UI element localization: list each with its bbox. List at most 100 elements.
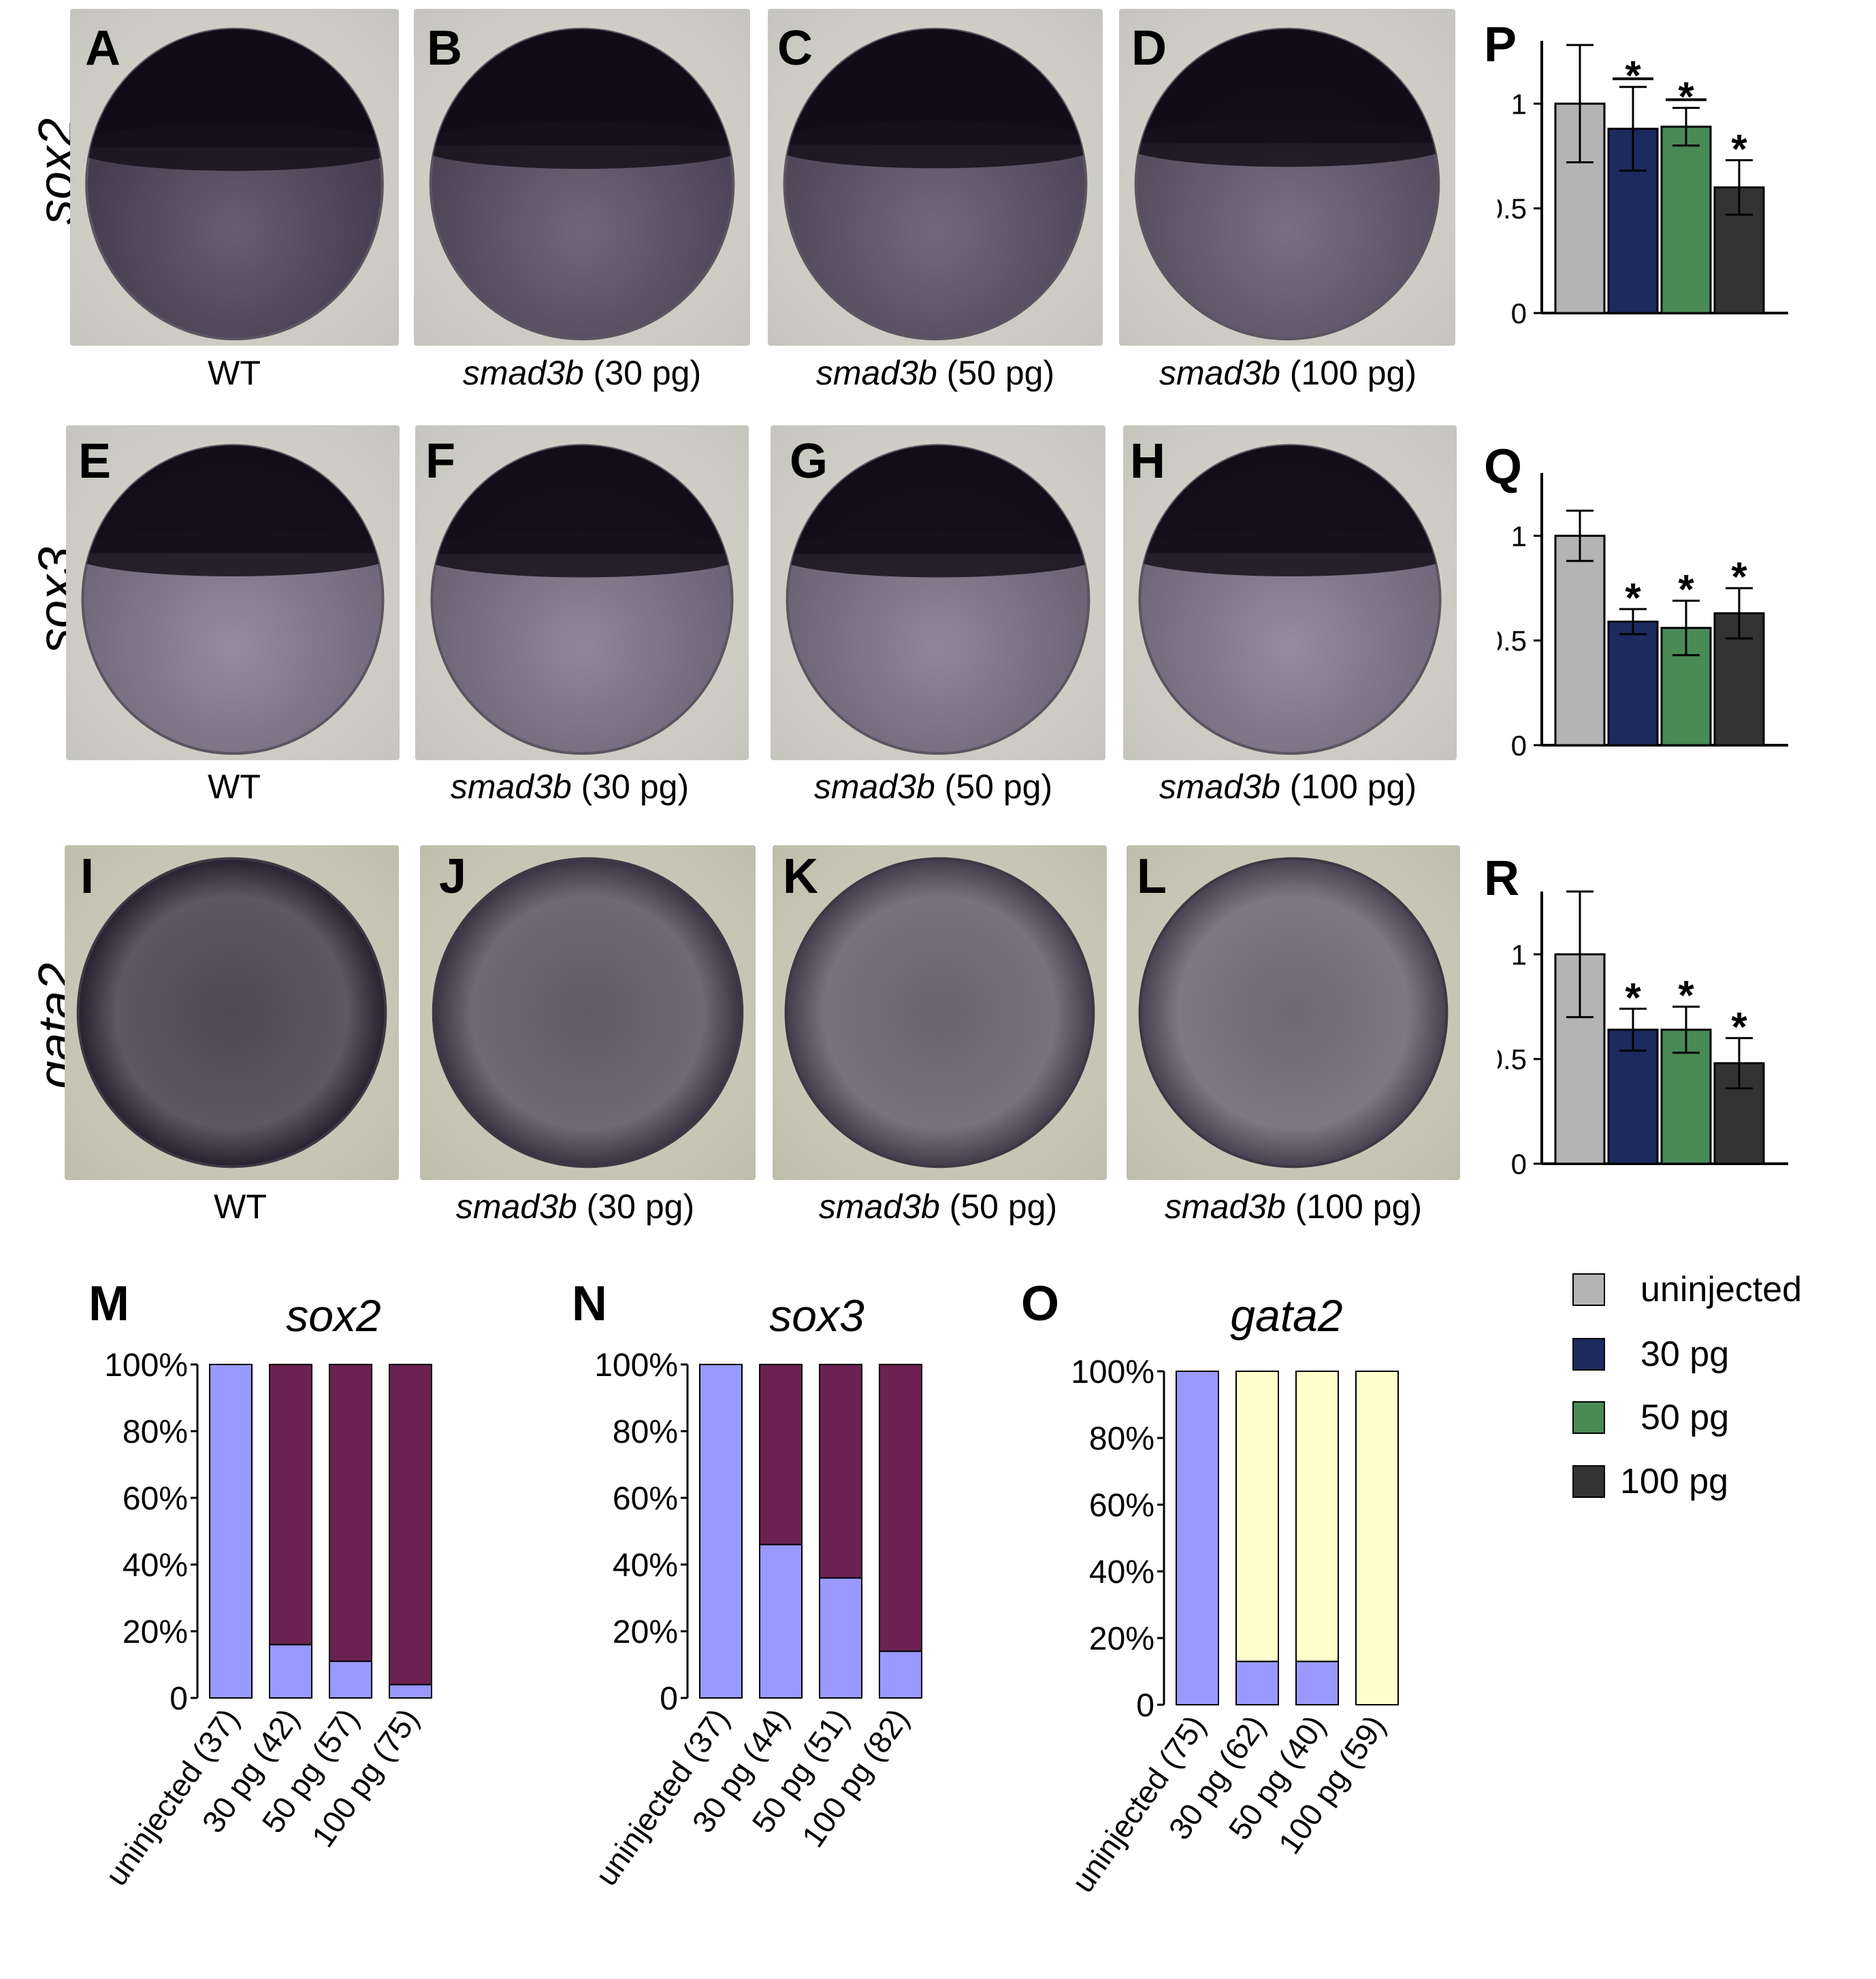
axes: 0 20% 40% 60% 80% 100%	[1071, 1354, 1165, 1724]
stacked-bar-segment	[269, 1643, 312, 1699]
bar	[1554, 534, 1606, 747]
panel-label-m: M	[88, 1277, 129, 1331]
chart-title-o: gata2	[1230, 1290, 1343, 1341]
y-tick-label: 0.5	[1498, 1043, 1527, 1075]
y-tick-label: 60%	[1089, 1488, 1154, 1524]
y-tick-label: 0	[1511, 297, 1527, 327]
caption-b: smad3b (30 pg)	[462, 354, 702, 392]
y-tick-label: 100%	[1071, 1354, 1154, 1390]
y-tick-label: 0	[169, 1681, 188, 1717]
stacked-bar-segment	[1235, 1661, 1279, 1705]
legend-item-100pg: 100 pg	[1572, 1461, 1845, 1502]
embryo-image	[773, 845, 1107, 1180]
embryo-panel-b	[414, 9, 750, 346]
phenotype-chart-n: 020%40%60%80%100%uninjected (37)30 pg (4…	[588, 1347, 922, 1892]
panel-label-h: H	[1130, 434, 1165, 489]
legend-swatch-uninjected	[1572, 1273, 1605, 1306]
legend-label-30pg: 30 pg	[1640, 1335, 1730, 1374]
y-tick-label: 80%	[613, 1414, 678, 1450]
embryo-panel-j	[420, 845, 756, 1180]
y-tick-label: 100%	[594, 1347, 678, 1384]
y-tick-label: 40%	[123, 1548, 188, 1584]
y-tick-label: 20%	[123, 1614, 188, 1650]
legend-swatch-100pg	[1572, 1465, 1605, 1498]
axes: 0 20% 40% 60% 80% 100%	[104, 1347, 199, 1717]
caption-g: smad3b (50 pg)	[813, 768, 1053, 806]
panel-label-c: C	[777, 21, 813, 76]
legend-item-50pg: 50 pg	[1572, 1397, 1845, 1438]
caption-k: smad3b (50 pg)	[818, 1188, 1058, 1226]
significance-mark: *	[1625, 575, 1641, 621]
caption-e: WT	[208, 768, 261, 806]
stacked-bar-segment	[329, 1661, 372, 1699]
embryo-panel-f	[415, 425, 749, 760]
embryo-panel-l	[1127, 845, 1460, 1180]
y-tick-label: 60%	[613, 1481, 678, 1517]
embryo-image	[1119, 9, 1455, 346]
y-tick-label: 1	[1511, 88, 1527, 120]
y-tick-label: 80%	[1089, 1421, 1154, 1457]
panel-label-k: K	[783, 849, 818, 904]
embryo-image	[771, 425, 1105, 760]
chart-title-m: sox2	[286, 1290, 381, 1341]
y-tick-label: 0	[1136, 1688, 1154, 1724]
stacked-bar-segment	[699, 1364, 743, 1699]
stacked-bar-segment	[879, 1364, 922, 1652]
embryo-panel-e	[66, 425, 400, 760]
significance-mark: *	[1625, 53, 1641, 99]
stacked-bar-segment	[819, 1577, 862, 1699]
y-tick-label: 1	[1511, 520, 1527, 552]
embryo-panel-d	[1119, 9, 1455, 346]
panel-label-n: N	[572, 1277, 607, 1331]
expression-chart-p: 0 0.5 1 * * *	[1498, 41, 1788, 327]
panel-label-b: B	[427, 21, 462, 76]
expression-chart-q: 0 0.5 1 * * *	[1498, 473, 1788, 759]
legend: uninjected 30 pg 50 pg 100 pg	[1572, 1269, 1845, 1555]
stacked-bar-segment	[759, 1543, 803, 1699]
stacked-bar-segment	[1355, 1371, 1399, 1705]
embryo-panel-k	[773, 845, 1107, 1180]
legend-item-uninjected: uninjected	[1572, 1269, 1845, 1310]
embryo-image	[415, 425, 749, 760]
axes: 0 20% 40% 60% 80% 100%	[594, 1347, 689, 1717]
stacked-bar-segment	[269, 1364, 312, 1646]
bar	[1607, 1028, 1659, 1165]
legend-label-uninjected: uninjected	[1640, 1270, 1802, 1309]
panel-label-l: L	[1137, 849, 1167, 904]
embryo-panel-c	[768, 9, 1103, 346]
panel-label-q: Q	[1484, 440, 1523, 494]
stacked-bar-segment	[209, 1364, 253, 1699]
embryo-image	[66, 425, 400, 760]
embryo-panel-h	[1123, 425, 1457, 760]
legend-swatch-50pg	[1572, 1401, 1605, 1434]
caption-c: smad3b (50 pg)	[815, 354, 1055, 392]
stacked-bar-segment	[329, 1364, 372, 1663]
panel-label-a: A	[85, 21, 120, 76]
y-tick-label: 20%	[613, 1614, 678, 1650]
significance-mark: *	[1678, 567, 1694, 612]
bar	[1660, 627, 1712, 747]
y-tick-label: 100%	[104, 1347, 188, 1384]
significance-mark: *	[1678, 972, 1694, 1018]
panel-label-o: O	[1021, 1277, 1060, 1331]
panel-label-e: E	[78, 434, 112, 489]
y-tick-label: 1	[1511, 938, 1527, 970]
significance-mark: *	[1625, 975, 1641, 1020]
embryo-image	[768, 9, 1103, 346]
stacked-bar-segment	[389, 1684, 432, 1699]
caption-j: smad3b (30 pg)	[455, 1188, 695, 1226]
legend-label-50pg: 50 pg	[1640, 1398, 1730, 1437]
embryo-image	[70, 9, 399, 346]
bar	[1607, 620, 1659, 747]
legend-item-30pg: 30 pg	[1572, 1334, 1845, 1375]
phenotype-chart-o: 020%40%60%80%100%uninjected (75)30 pg (6…	[1065, 1354, 1399, 1899]
embryo-panel-i	[65, 845, 399, 1180]
caption-h: smad3b (100 pg)	[1159, 768, 1417, 806]
y-tick-label: 0	[660, 1681, 678, 1717]
caption-a: WT	[208, 354, 261, 392]
y-tick-label: 0	[1511, 1148, 1527, 1177]
legend-swatch-30pg	[1572, 1338, 1605, 1371]
y-tick-label: 0.5	[1498, 625, 1527, 657]
y-tick-label: 0	[1511, 730, 1527, 759]
